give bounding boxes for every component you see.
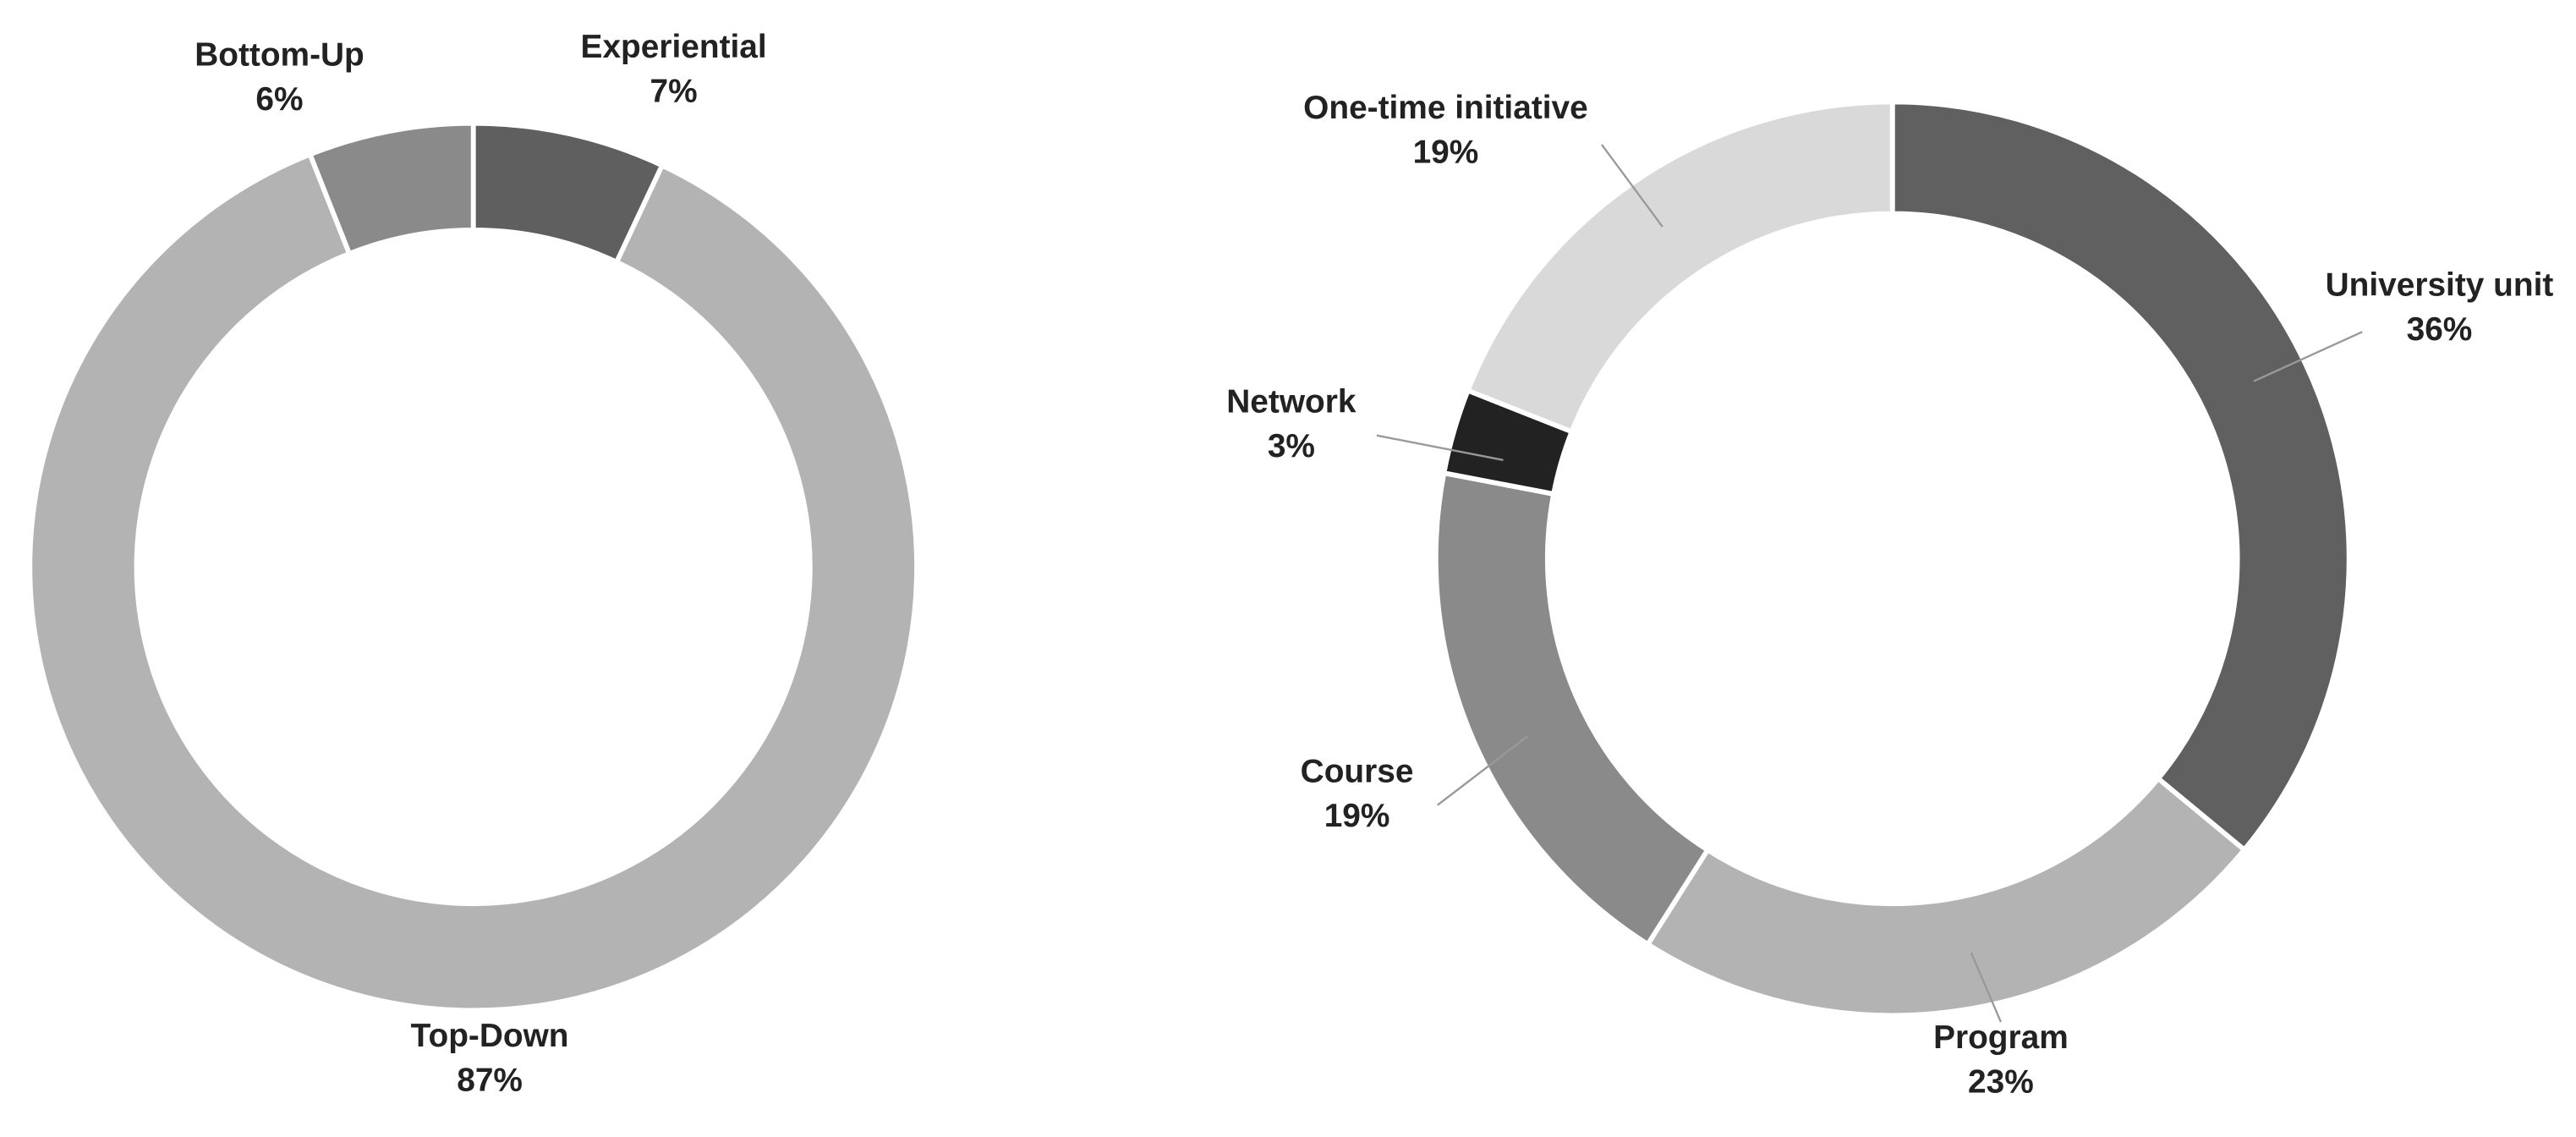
slice-value-label: 7% (650, 73, 698, 109)
slice-value-label: 87% (457, 1063, 523, 1099)
leader-line (2253, 331, 2363, 382)
slice-label: Course (1301, 753, 1414, 789)
slice-value-label: 23% (1968, 1064, 2034, 1101)
leader-line (1601, 144, 1663, 228)
donut-slice (27, 151, 919, 1013)
donut-slice (1464, 99, 1895, 435)
donut-slice (306, 120, 476, 257)
donut-slice (1433, 470, 1712, 948)
slice-value-label: 19% (1324, 798, 1390, 834)
slice-label: Top-Down (411, 1018, 569, 1054)
slice-label: Experiential (581, 29, 767, 65)
slice-value-label: 3% (1268, 428, 1315, 464)
donut-slice (1889, 99, 2352, 854)
slice-label: Network (1226, 383, 1357, 420)
slice-value-label: 6% (255, 81, 303, 118)
leader-line (1970, 953, 2002, 1023)
slice-label: Program (1933, 1019, 2069, 1056)
donut-slice (1644, 775, 2248, 1019)
slice-value-label: 36% (2407, 311, 2473, 348)
leader-line (1376, 434, 1504, 461)
leader-line (1437, 735, 1529, 806)
slice-label: Bottom-Up (195, 37, 364, 74)
slice-label: One-time initiative (1303, 90, 1588, 126)
slice-label: University unit (2326, 267, 2554, 304)
leader-lines (1376, 144, 2363, 1023)
slice-value-label: 19% (1413, 134, 1479, 170)
